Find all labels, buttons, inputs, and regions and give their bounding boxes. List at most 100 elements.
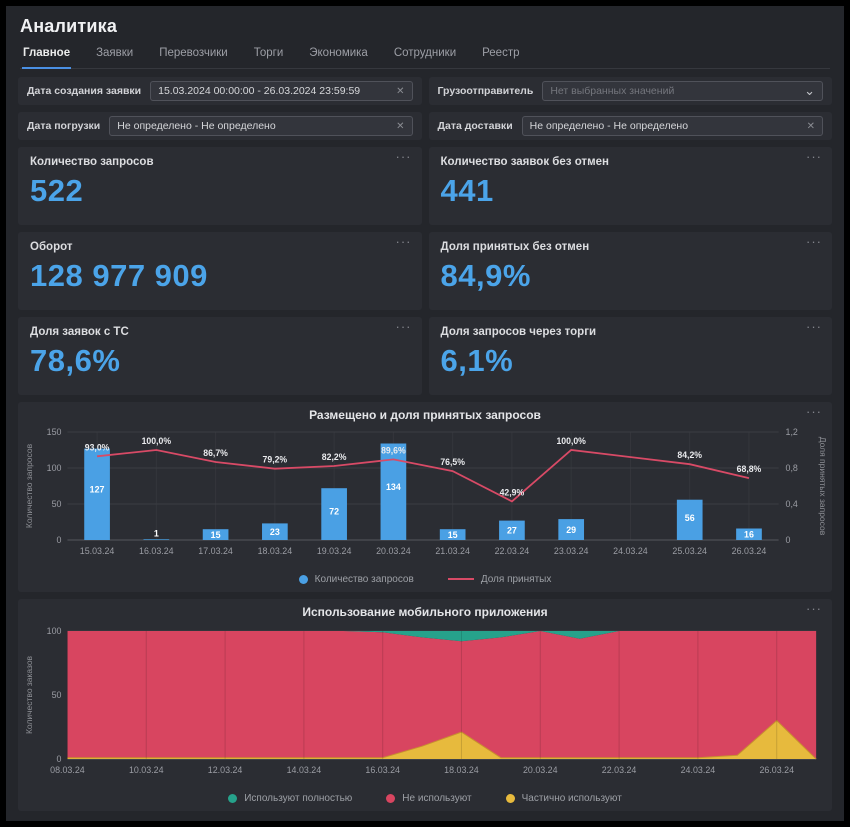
svg-text:100: 100: [47, 463, 62, 473]
svg-text:1: 1: [154, 528, 159, 538]
tab-registry[interactable]: Реестр: [482, 47, 520, 59]
kpi-title: Доля запросов через торги: [440, 326, 597, 338]
svg-text:08.03.24: 08.03.24: [50, 765, 85, 775]
filter-label: Дата доставки: [437, 120, 513, 132]
tab-economics[interactable]: Экономика: [309, 47, 368, 59]
chart-title: Размещено и доля принятых запросов: [309, 408, 541, 422]
more-menu-icon[interactable]: ···: [806, 234, 822, 249]
kpi-value: 84,9%: [440, 258, 531, 293]
mobile-usage-area-chart: 0 50 100 08.03.24 10.03.24 12.03.24 14.03.24 16…: [24, 626, 817, 775]
svg-text:10.03.24: 10.03.24: [129, 765, 164, 775]
svg-text:127: 127: [90, 485, 105, 495]
svg-text:14.03.24: 14.03.24: [287, 765, 322, 775]
svg-text:22.03.24: 22.03.24: [602, 765, 637, 775]
svg-text:24.03.24: 24.03.24: [613, 546, 648, 556]
legend-item-accepted-share: Доля принятых: [447, 573, 552, 585]
svg-text:89,6%: 89,6%: [381, 445, 406, 455]
kpi-orders-without-cancel: Количество заявок без отмен ··· 441: [428, 147, 832, 225]
chevron-down-icon[interactable]: ⌄: [804, 83, 815, 98]
teal-dot-icon: [228, 793, 238, 803]
svg-text:50: 50: [52, 690, 62, 700]
svg-text:100,0%: 100,0%: [142, 436, 172, 446]
more-menu-icon[interactable]: ···: [806, 601, 822, 616]
legend-item-partial-use: Частично используют: [505, 792, 622, 804]
analytics-dashboard: Аналитика Главное Заявки Перевозчики Тор…: [6, 6, 844, 821]
kpi-orders-with-vehicle: Доля заявок с ТС ··· 78,6%: [18, 317, 422, 395]
tab-requests[interactable]: Заявки: [96, 47, 134, 59]
svg-text:15: 15: [448, 530, 458, 540]
svg-text:18.03.24: 18.03.24: [444, 765, 479, 775]
svg-text:26.03.24: 26.03.24: [732, 546, 767, 556]
kpi-title: Доля заявок с ТС: [30, 326, 129, 338]
kpi-value: 441: [440, 173, 494, 208]
kpi-accepted-share: Доля принятых без отмен ··· 84,9%: [428, 232, 832, 310]
more-menu-icon[interactable]: ···: [395, 234, 412, 249]
requests-chart-card: ··· Размещено и доля принятых запросов 1…: [18, 402, 832, 592]
more-menu-icon[interactable]: ···: [806, 319, 822, 334]
clear-icon[interactable]: ✕: [396, 85, 405, 97]
kpi-title: Оборот: [30, 241, 73, 253]
svg-text:Доля принятых запросов: Доля принятых запросов: [818, 437, 828, 536]
svg-text:100: 100: [47, 626, 62, 636]
svg-text:27: 27: [507, 525, 517, 535]
tab-main[interactable]: Главное: [22, 47, 72, 69]
svg-text:0: 0: [57, 535, 62, 545]
kpi-value: 522: [30, 173, 84, 208]
filter-label: Дата создания заявки: [27, 85, 142, 97]
svg-text:86,7%: 86,7%: [203, 448, 228, 458]
legend-label: Не используют: [402, 792, 472, 804]
yellow-dot-icon: [505, 793, 515, 803]
tab-carriers[interactable]: Перевозчики: [159, 47, 228, 59]
svg-text:20.03.24: 20.03.24: [376, 546, 411, 556]
svg-text:23.03.24: 23.03.24: [554, 546, 589, 556]
svg-text:0,8: 0,8: [786, 463, 798, 473]
kpi-grid: Количество запросов ··· 522 Количество з…: [18, 147, 832, 395]
loading-date-input[interactable]: Не определено - Не определено ✕: [109, 116, 413, 136]
kpi-value: 128 977 909: [30, 258, 208, 293]
more-menu-icon[interactable]: ···: [806, 404, 822, 419]
kpi-requests-count: Количество запросов ··· 522: [18, 147, 422, 225]
svg-text:0,4: 0,4: [786, 499, 798, 509]
kpi-title: Количество запросов: [30, 156, 154, 168]
filter-value: Не определено - Не определено: [117, 120, 276, 132]
content: Дата создания заявки 15.03.2024 00:00:00…: [6, 69, 844, 811]
tab-auctions[interactable]: Торги: [253, 47, 284, 59]
filter-value: 15.03.2024 00:00:00 - 26.03.2024 23:59:5…: [158, 85, 361, 97]
legend-item-requests: Количество запросов: [298, 574, 414, 585]
clear-icon[interactable]: ✕: [806, 120, 815, 132]
kpi-turnover: Оборот ··· 128 977 909: [18, 232, 422, 310]
svg-text:24.03.24: 24.03.24: [681, 765, 716, 775]
clear-icon[interactable]: ✕: [396, 120, 405, 132]
requests-combo-chart: 127 1 15 23 72 134 15 27 29 56 16 93,0% 100,0% 86,7% 7…: [24, 427, 828, 556]
request-created-date-input[interactable]: 15.03.2024 00:00:00 - 26.03.2024 23:59:5…: [150, 81, 413, 101]
kpi-value: 78,6%: [30, 343, 121, 378]
shipper-select[interactable]: Нет выбранных значений ⌄: [542, 81, 823, 101]
more-menu-icon[interactable]: ···: [395, 149, 412, 164]
delivery-date-input[interactable]: Не определено - Не определено ✕: [521, 116, 823, 136]
kpi-value: 6,1%: [440, 343, 514, 378]
svg-text:17.03.24: 17.03.24: [198, 546, 233, 556]
more-menu-icon[interactable]: ···: [395, 319, 412, 334]
legend-label: Используют полностью: [244, 792, 353, 804]
more-menu-icon[interactable]: ···: [806, 149, 822, 164]
svg-text:72: 72: [329, 506, 339, 516]
svg-text:16.03.24: 16.03.24: [139, 546, 174, 556]
kpi-auction-requests-share: Доля запросов через торги ··· 6,1%: [428, 317, 832, 395]
legend-label: Частично используют: [521, 792, 622, 804]
svg-text:100,0%: 100,0%: [556, 436, 586, 446]
svg-text:Количество запросов: Количество запросов: [24, 443, 34, 528]
svg-text:25.03.24: 25.03.24: [672, 546, 707, 556]
svg-text:50: 50: [52, 499, 62, 509]
filter-placeholder: Нет выбранных значений: [550, 85, 675, 97]
svg-text:84,2%: 84,2%: [677, 450, 702, 460]
filter-label: Грузоотправитель: [437, 85, 534, 97]
svg-text:150: 150: [47, 427, 62, 437]
svg-text:15: 15: [211, 530, 221, 540]
svg-text:12.03.24: 12.03.24: [208, 765, 243, 775]
svg-text:16.03.24: 16.03.24: [365, 765, 400, 775]
tab-employees[interactable]: Сотрудники: [393, 47, 457, 59]
svg-text:23: 23: [270, 527, 280, 537]
legend-label: Доля принятых: [480, 573, 552, 585]
svg-text:76,5%: 76,5%: [440, 457, 465, 467]
filter-value: Не определено - Не определено: [529, 120, 689, 132]
